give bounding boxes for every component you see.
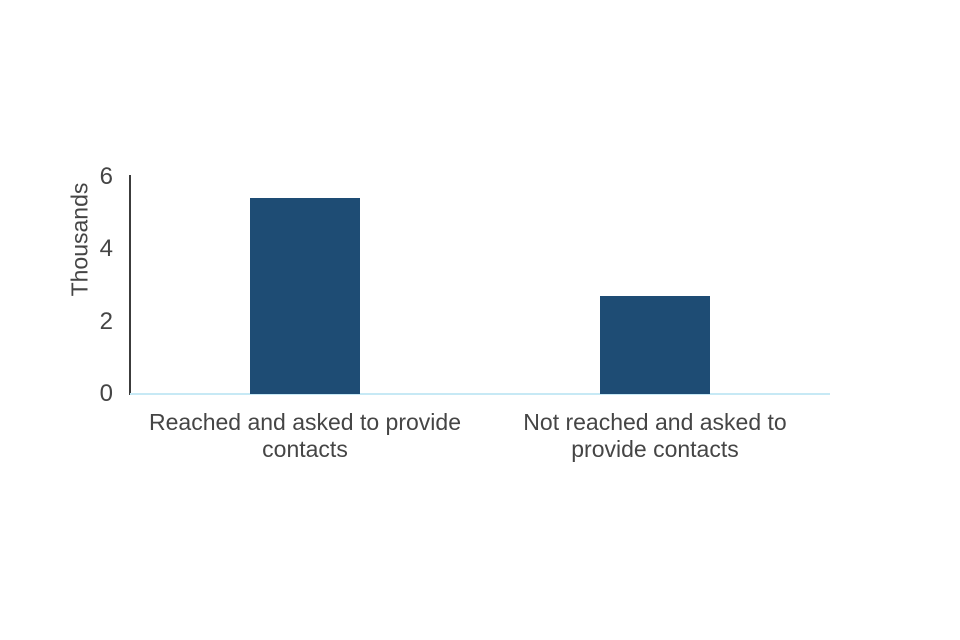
y-tick-label: 0 [99,380,113,407]
y-axis-line [129,175,131,395]
y-tick-label: 6 [99,162,113,190]
category-label-line: contacts [262,436,348,462]
bar-2 [600,296,710,394]
category-label-1: Reached and asked to provide contacts [115,409,495,463]
category-label-line: Not reached and asked to [523,409,787,435]
y-tick-label: 2 [99,307,113,335]
category-label-2: Not reached and asked to provide contacts [465,409,845,463]
y-tick-label: 4 [99,235,113,262]
bar-1 [250,198,360,394]
category-label-line: provide contacts [571,436,739,462]
x-axis-line [130,393,830,395]
category-label-line: Reached and asked to provide [149,409,461,435]
